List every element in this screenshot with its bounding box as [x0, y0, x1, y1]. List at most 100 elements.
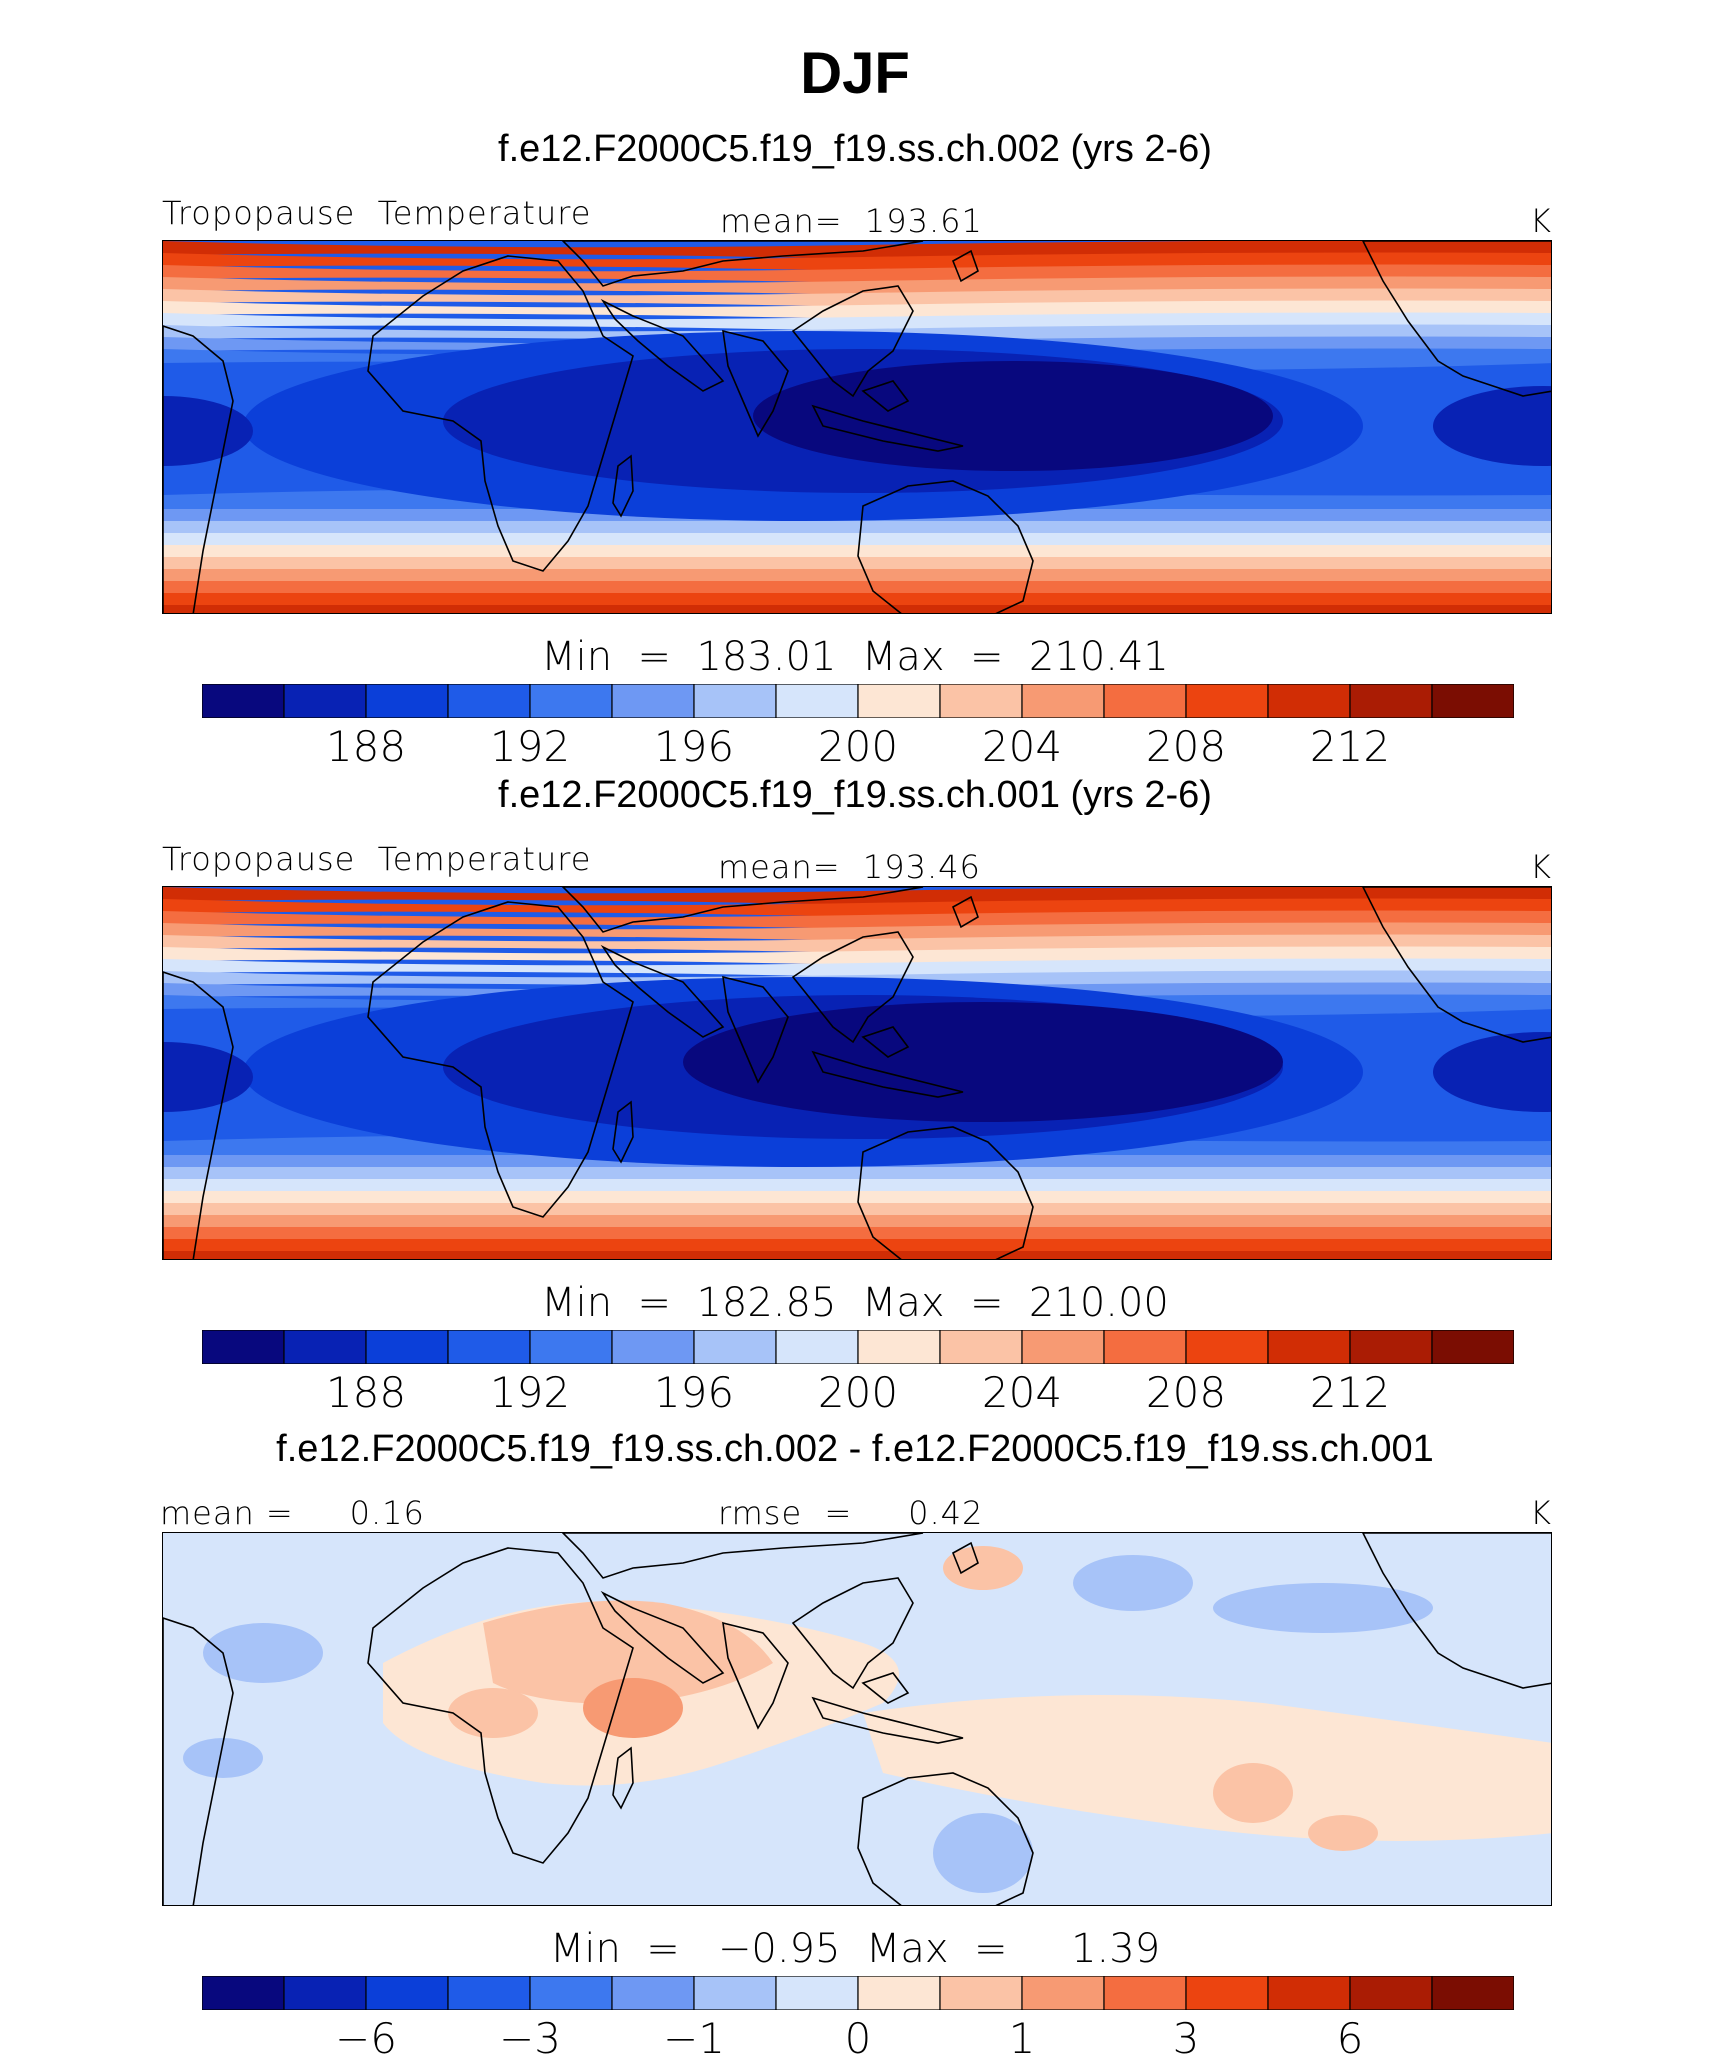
- colorbar-tick-label: 212: [1309, 722, 1391, 771]
- colorbar-tick-label: 192: [489, 722, 571, 771]
- colorbar-swatch: [202, 684, 285, 718]
- colorbar-swatch: [202, 1976, 285, 2010]
- colorbar-tick-label: 3: [1172, 2014, 1200, 2063]
- coastline: [561, 241, 924, 287]
- colorbar-swatch: [365, 1330, 449, 1364]
- panel-2-units-label: K: [1530, 848, 1552, 886]
- colorbar-tick-label: 192: [489, 1368, 571, 1417]
- colorbar-tick-label: 6: [1336, 2014, 1364, 2063]
- panel-3-colorbar: [202, 1976, 1514, 2010]
- coastline: [561, 1533, 924, 1579]
- colorbar-swatch: [1185, 1330, 1269, 1364]
- colorbar-swatch: [529, 684, 613, 718]
- colorbar-swatch: [857, 1976, 941, 2010]
- colorbar-swatch: [693, 1976, 777, 2010]
- colorbar-tick-label: 212: [1309, 1368, 1391, 1417]
- coastline: [811, 1050, 964, 1098]
- panel-3-units-label: K: [1530, 1494, 1552, 1532]
- coastline: [1362, 241, 1551, 397]
- colorbar-swatch: [1431, 1976, 1514, 2010]
- coastline-group: [163, 1533, 1551, 1905]
- panel-2-variable-label: Tropopause Temperature: [162, 840, 592, 878]
- coastline: [561, 887, 924, 933]
- colorbar-tick-label: 188: [325, 722, 407, 771]
- colorbar-swatch: [857, 1330, 941, 1364]
- colorbar-swatch: [1431, 1330, 1514, 1364]
- colorbar-swatch: [611, 1330, 695, 1364]
- colorbar-swatch: [775, 684, 859, 718]
- coastline: [951, 895, 979, 929]
- colorbar-swatch: [1349, 684, 1433, 718]
- colorbar-tick-label: 196: [653, 1368, 735, 1417]
- coastline: [163, 325, 234, 613]
- panel-2-minmax: Min = 182.85 Max = 210.00: [541, 1280, 1169, 1326]
- colorbar-swatch: [939, 1976, 1023, 2010]
- colorbar-swatch: [365, 1976, 449, 2010]
- coastline: [811, 1696, 964, 1744]
- colorbar-swatch: [1021, 1330, 1105, 1364]
- colorbar-tick-label: 200: [817, 722, 899, 771]
- colorbar-swatch: [775, 1976, 859, 2010]
- coastline: [163, 971, 234, 1259]
- panel-1-map: [162, 240, 1552, 614]
- colorbar-tick-label: 1: [1008, 2014, 1036, 2063]
- colorbar-swatch: [693, 1330, 777, 1364]
- coastline: [1362, 1533, 1551, 1689]
- coastline: [612, 1746, 634, 1810]
- coastline: [951, 249, 979, 283]
- coastline: [367, 255, 634, 572]
- colorbar-tick-label: −3: [499, 2014, 561, 2063]
- coastline: [722, 1621, 789, 1730]
- panel-3-title: f.e12.F2000C5.f19_f19.ss.ch.002 - f.e12.…: [276, 1428, 1434, 1470]
- coastline: [861, 380, 910, 412]
- colorbar-swatch: [447, 1976, 531, 2010]
- coastline: [861, 1672, 910, 1704]
- colorbar-swatch: [1103, 684, 1187, 718]
- page-title: DJF: [800, 41, 910, 106]
- coastline: [367, 901, 634, 1218]
- panel-1-colorbar: [202, 684, 1514, 718]
- coastline: [791, 285, 914, 398]
- coastline: [600, 1590, 725, 1684]
- coastline: [612, 1100, 634, 1164]
- coastline-group: [163, 241, 1551, 613]
- panel-2-map: [162, 886, 1552, 1260]
- colorbar-swatch: [365, 684, 449, 718]
- colorbar-swatch: [283, 684, 367, 718]
- colorbar-tick-label: 188: [325, 1368, 407, 1417]
- colorbar-swatch: [1267, 684, 1351, 718]
- panel-1-title: f.e12.F2000C5.f19_f19.ss.ch.002 (yrs 2-6…: [498, 128, 1212, 170]
- coastline: [861, 1026, 910, 1058]
- panel-2-colorbar: [202, 1330, 1514, 1364]
- colorbar-swatch: [1103, 1330, 1187, 1364]
- panel-3-rmse-label: rmse = 0.42: [718, 1494, 984, 1532]
- colorbar-swatch: [202, 1330, 285, 1364]
- colorbar-swatch: [283, 1976, 367, 2010]
- colorbar-swatch: [1431, 684, 1514, 718]
- coastline: [612, 454, 634, 518]
- coastline: [1362, 887, 1551, 1043]
- coastline: [163, 1617, 234, 1905]
- colorbar-tick-label: 208: [1145, 722, 1227, 771]
- coastline: [722, 329, 789, 438]
- colorbar-swatch: [529, 1976, 613, 2010]
- colorbar-swatch: [1021, 684, 1105, 718]
- panel-2-mean-label: mean= 193.46: [718, 848, 981, 886]
- colorbar-tick-label: 200: [817, 1368, 899, 1417]
- colorbar-swatch: [939, 684, 1023, 718]
- colorbar-swatch: [1185, 684, 1269, 718]
- colorbar-swatch: [693, 684, 777, 718]
- colorbar-swatch: [857, 684, 941, 718]
- colorbar-swatch: [611, 684, 695, 718]
- colorbar-tick-label: 204: [981, 1368, 1063, 1417]
- colorbar-tick-label: −1: [663, 2014, 725, 2063]
- panel-1-units-label: K: [1530, 202, 1552, 240]
- colorbar-swatch: [1349, 1330, 1433, 1364]
- coastline: [791, 931, 914, 1044]
- colorbar-tick-label: 196: [653, 722, 735, 771]
- coastline: [857, 480, 1034, 613]
- colorbar-swatch: [611, 1976, 695, 2010]
- colorbar-swatch: [1349, 1976, 1433, 2010]
- panel-1-variable-label: Tropopause Temperature: [162, 194, 592, 232]
- coastline: [857, 1126, 1034, 1259]
